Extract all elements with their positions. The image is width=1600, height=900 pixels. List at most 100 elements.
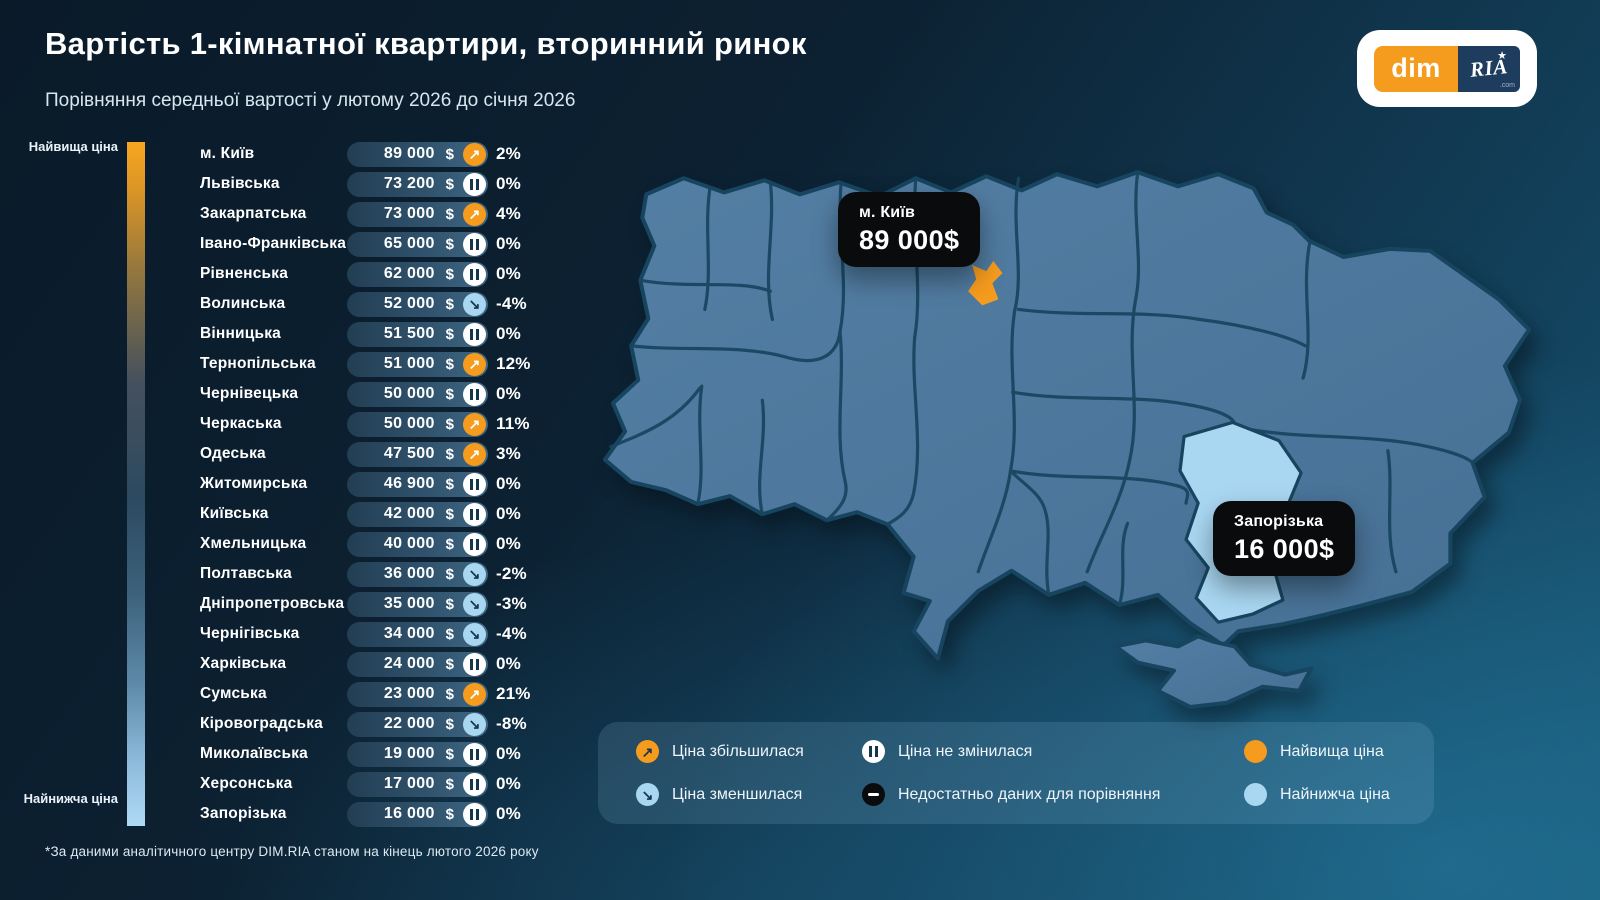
price-pill: 36 000 $ ↘ <box>347 561 488 587</box>
trend-same-icon <box>463 502 486 526</box>
region-name: Черкаська <box>200 415 282 432</box>
legend-low-icon <box>1244 783 1267 806</box>
price-pill: 62 000 $ <box>347 261 488 287</box>
region-name: м. Київ <box>200 145 255 162</box>
currency-sign: $ <box>445 565 454 583</box>
change-percent: 0% <box>496 174 521 193</box>
price-value: 51 500 <box>383 325 435 342</box>
region-name: Житомирська <box>200 475 308 492</box>
price-pill: 47 500 $ ↗ <box>347 441 488 467</box>
change-percent: -4% <box>496 624 527 643</box>
price-value: 50 000 <box>383 385 435 402</box>
trend-down-icon: ↘ <box>463 592 486 616</box>
callout-price: 16 000$ <box>1234 534 1335 564</box>
legend-same-icon <box>862 740 885 763</box>
legend-nodata-icon <box>862 783 885 806</box>
price-value: 73 000 <box>383 205 435 222</box>
region-name: Рівненська <box>200 265 289 282</box>
currency-sign: $ <box>445 595 454 613</box>
region-row: Запорізька 16 000 $ 0% <box>200 799 570 829</box>
currency-sign: $ <box>445 205 454 223</box>
change-percent: 0% <box>496 324 521 343</box>
currency-sign: $ <box>445 685 454 703</box>
legend-high-icon <box>1244 740 1267 763</box>
currency-sign: $ <box>445 385 454 403</box>
legend-label: Ціна не змінилася <box>898 742 1033 760</box>
region-row: Київська 42 000 $ 0% <box>200 499 570 529</box>
region-name: Одеська <box>200 445 266 462</box>
change-percent: 0% <box>496 474 521 493</box>
trend-same-icon <box>463 532 486 556</box>
trend-up-icon: ↗ <box>463 202 486 226</box>
change-percent: 2% <box>496 144 521 163</box>
callout-region-name: м. Київ <box>859 204 916 221</box>
page-title: Вартість 1-кімнатної квартири, вторинний… <box>45 26 807 61</box>
change-percent: 12% <box>496 354 531 373</box>
currency-sign: $ <box>445 295 454 313</box>
change-percent: 4% <box>496 204 521 223</box>
change-percent: 0% <box>496 744 521 763</box>
region-name: Тернопільська <box>200 355 316 372</box>
price-value: 36 000 <box>383 565 435 582</box>
legend-item: ↘ Ціна зменшилася <box>636 783 862 806</box>
region-name: Сумська <box>200 685 267 702</box>
region-name: Закарпатська <box>200 205 307 222</box>
price-pill: 73 000 $ ↗ <box>347 201 488 227</box>
legend-down-icon: ↘ <box>636 783 659 806</box>
region-row: Житомирська 46 900 $ 0% <box>200 469 570 499</box>
currency-sign: $ <box>445 625 454 643</box>
legend-label: Ціна збільшилася <box>672 742 804 760</box>
legend-label: Недостатньо даних для порівняння <box>898 785 1161 803</box>
dim-logo: dim <box>1374 45 1458 92</box>
price-pill: 34 000 $ ↘ <box>347 621 488 647</box>
change-percent: 0% <box>496 384 521 403</box>
region-row: Полтавська 36 000 $ ↘ -2% <box>200 559 570 589</box>
change-percent: 0% <box>496 774 521 793</box>
trend-same-icon <box>463 172 486 196</box>
trend-same-icon <box>463 382 486 406</box>
currency-sign: $ <box>445 235 454 253</box>
currency-sign: $ <box>445 505 454 523</box>
currency-sign: $ <box>445 535 454 553</box>
ria-com-label: .com <box>1499 81 1515 89</box>
ukraine-map <box>590 148 1540 713</box>
region-name: Івано-Франківська <box>200 235 347 252</box>
change-percent: 0% <box>496 264 521 283</box>
price-value: 89 000 <box>383 145 435 162</box>
price-pill: 73 200 $ <box>347 171 488 197</box>
region-row: м. Київ 89 000 $ ↗ 2% <box>200 139 570 169</box>
change-percent: -4% <box>496 294 527 313</box>
region-name: Дніпропетровська <box>200 595 345 612</box>
page-subtitle: Порівняння середньої вартості у лютому 2… <box>45 90 576 111</box>
region-row: Дніпропетровська 35 000 $ ↘ -3% <box>200 589 570 619</box>
region-row: Одеська 47 500 $ ↗ 3% <box>200 439 570 469</box>
zaporizhzhia-callout: Запорізька 16 000$ <box>1213 501 1356 576</box>
trend-up-icon: ↗ <box>463 142 486 166</box>
legend-label: Найвища ціна <box>1280 742 1384 760</box>
change-percent: -2% <box>496 564 527 583</box>
region-row: Харківська 24 000 $ 0% <box>200 649 570 679</box>
ria-logo: ★ RIA .com <box>1458 45 1520 92</box>
map-mainland <box>602 170 1532 709</box>
price-value: 47 500 <box>383 445 435 462</box>
price-value: 17 000 <box>383 775 435 792</box>
footnote: *За даними аналітичного центру DIM.RIA с… <box>45 844 539 859</box>
price-value: 50 000 <box>383 415 435 432</box>
trend-same-icon <box>463 232 486 256</box>
trend-down-icon: ↘ <box>463 562 486 586</box>
price-value: 73 200 <box>383 175 435 192</box>
region-name: Вінницька <box>200 325 281 342</box>
oblast-borders <box>609 171 1475 607</box>
change-percent: 0% <box>496 234 521 253</box>
price-pill: 50 000 $ <box>347 381 488 407</box>
callout-region-name: Запорізька <box>1234 513 1324 530</box>
legend-label: Найнижча ціна <box>1280 785 1390 803</box>
legend-item: Недостатньо даних для порівняння <box>862 783 1244 806</box>
price-pill: 17 000 $ <box>347 771 488 797</box>
price-scale-bar <box>127 142 145 826</box>
price-value: 42 000 <box>383 505 435 522</box>
price-pill: 19 000 $ <box>347 741 488 767</box>
region-row: Миколаївська 19 000 $ 0% <box>200 739 570 769</box>
legend-up-icon: ↗ <box>636 740 659 763</box>
price-pill: 46 900 $ <box>347 471 488 497</box>
